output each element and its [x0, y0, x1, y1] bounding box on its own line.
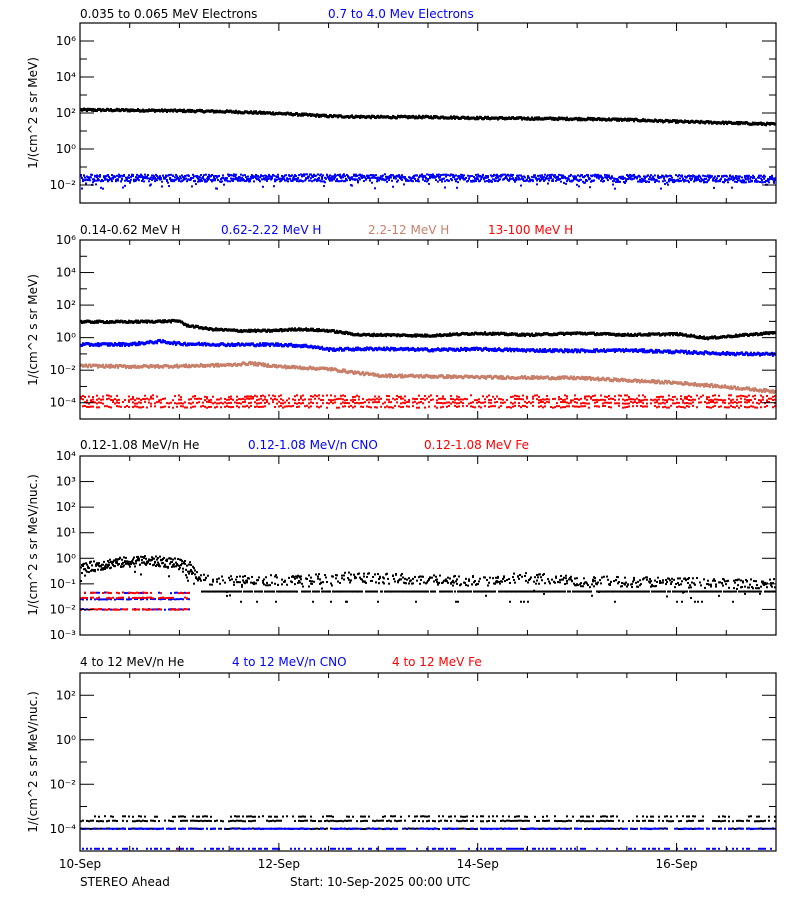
x-tick-label: 12-Sep — [258, 857, 300, 871]
y-tick-label: 10³ — [56, 475, 76, 489]
legend-he-low: 0.12-1.08 MeV/n He — [80, 438, 199, 452]
y-axis-label: 1/(cm^2 s sr MeV) — [26, 274, 40, 386]
plot-frame — [79, 239, 777, 420]
series-brown — [80, 360, 776, 394]
y-tick-label: 10⁴ — [56, 266, 76, 280]
series-red — [177, 847, 180, 850]
y-tick-label: 10⁻¹ — [50, 577, 77, 591]
plot-frame — [79, 672, 777, 852]
series-black — [80, 555, 776, 603]
y-tick-label: 10⁴ — [56, 70, 76, 84]
legend-electrons-high: 0.7 to 4.0 Mev Electrons — [328, 7, 474, 21]
y-tick-label: 10² — [56, 500, 76, 514]
start-time-label: Start: 10-Sep-2025 00:00 UTC — [290, 875, 470, 889]
y-tick-label: 10² — [56, 298, 76, 312]
legend-h-1: 0.14-0.62 MeV H — [80, 223, 180, 237]
plot-area: 10⁻⁴ 10⁻² 10⁰ 10² 10-Sep 12-Sep 14-Sep 16-Sep — [50, 672, 777, 871]
plot-area: 10⁻⁴ 10⁻² 10⁰ 10² 10⁴ 10⁶ — [50, 233, 777, 420]
y-tick-label: 10⁻² — [50, 363, 77, 377]
y-tick-label: 10⁻² — [50, 602, 77, 616]
legend-he-high: 4 to 12 MeV/n He — [80, 655, 184, 669]
series-black — [80, 107, 776, 127]
y-tick-label: 10⁴ — [56, 449, 76, 463]
legend-h-4: 13-100 MeV H — [488, 223, 573, 237]
series-black — [80, 318, 776, 341]
legend-h-2: 0.62-2.22 MeV H — [221, 223, 321, 237]
x-tick-label: 14-Sep — [457, 857, 499, 871]
y-tick-label: 10⁰ — [56, 331, 76, 345]
y-tick-label: 10² — [56, 688, 76, 702]
y-tick-label: 10⁰ — [56, 551, 76, 565]
legend-fe-low: 0.12-1.08 MeV Fe — [424, 438, 529, 452]
y-tick-label: 10⁰ — [56, 142, 76, 156]
y-tick-label: 10⁻² — [50, 777, 77, 791]
y-tick-label: 10⁰ — [56, 733, 76, 747]
y-tick-label: 10⁻⁴ — [50, 822, 77, 836]
x-tick-label: 16-Sep — [655, 857, 697, 871]
plot-area: 10⁻² 10⁰ 10² 10⁴ 10⁶ — [50, 22, 777, 204]
legend-cno-high: 4 to 12 MeV/n CNO — [232, 655, 347, 669]
series-blue — [80, 591, 190, 611]
legend-fe-high: 4 to 12 MeV Fe — [392, 655, 482, 669]
series-blue — [80, 338, 776, 357]
series-red — [80, 394, 776, 409]
y-tick-label: 10¹ — [56, 526, 76, 540]
legend-electrons-low: 0.035 to 0.065 MeV Electrons — [80, 7, 257, 21]
y-tick-label: 10⁶ — [56, 233, 76, 247]
spacecraft-label: STEREO Ahead — [80, 875, 170, 889]
y-tick-label: 10⁻⁴ — [50, 396, 77, 410]
panel-electrons: 0.035 to 0.065 MeV Electrons 0.7 to 4.0 … — [26, 7, 474, 169]
legend-h-3: 2.2-12 MeV H — [368, 223, 449, 237]
y-tick-label: 10⁻² — [50, 178, 77, 192]
y-tick-label: 10² — [56, 106, 76, 120]
panel-protons: 0.14-0.62 MeV H 0.62-2.22 MeV H 2.2-12 M… — [26, 223, 573, 386]
series-blue — [80, 173, 776, 190]
plot-area: 10⁻³ 10⁻² 10⁻¹ 10⁰ 10¹ 10² 10³ 10⁴ — [50, 449, 777, 642]
y-tick-label: 10⁻³ — [50, 628, 77, 642]
y-axis-label: 1/(cm^2 s sr MeV/nuc.) — [26, 691, 40, 833]
plot-content: 10⁻² 10⁰ 10² 10⁴ 10⁶ 10⁻⁴ 10⁻² 10⁰ 10² 10⁴ 10⁶ 10⁻³… — [50, 22, 777, 871]
legend-cno-low: 0.12-1.08 MeV/n CNO — [248, 438, 378, 452]
y-tick-label: 10⁶ — [56, 34, 76, 48]
x-tick-label: 10-Sep — [59, 857, 101, 871]
series-red — [80, 591, 190, 611]
panel-high-energy-ions: 4 to 12 MeV/n He 4 to 12 MeV/n CNO 4 to … — [26, 655, 482, 833]
y-axis-label: 1/(cm^2 s sr MeV/nuc.) — [26, 474, 40, 616]
y-axis-label: 1/(cm^2 s sr MeV) — [26, 57, 40, 169]
panel-low-energy-ions: 0.12-1.08 MeV/n He 0.12-1.08 MeV/n CNO 0… — [26, 438, 529, 616]
